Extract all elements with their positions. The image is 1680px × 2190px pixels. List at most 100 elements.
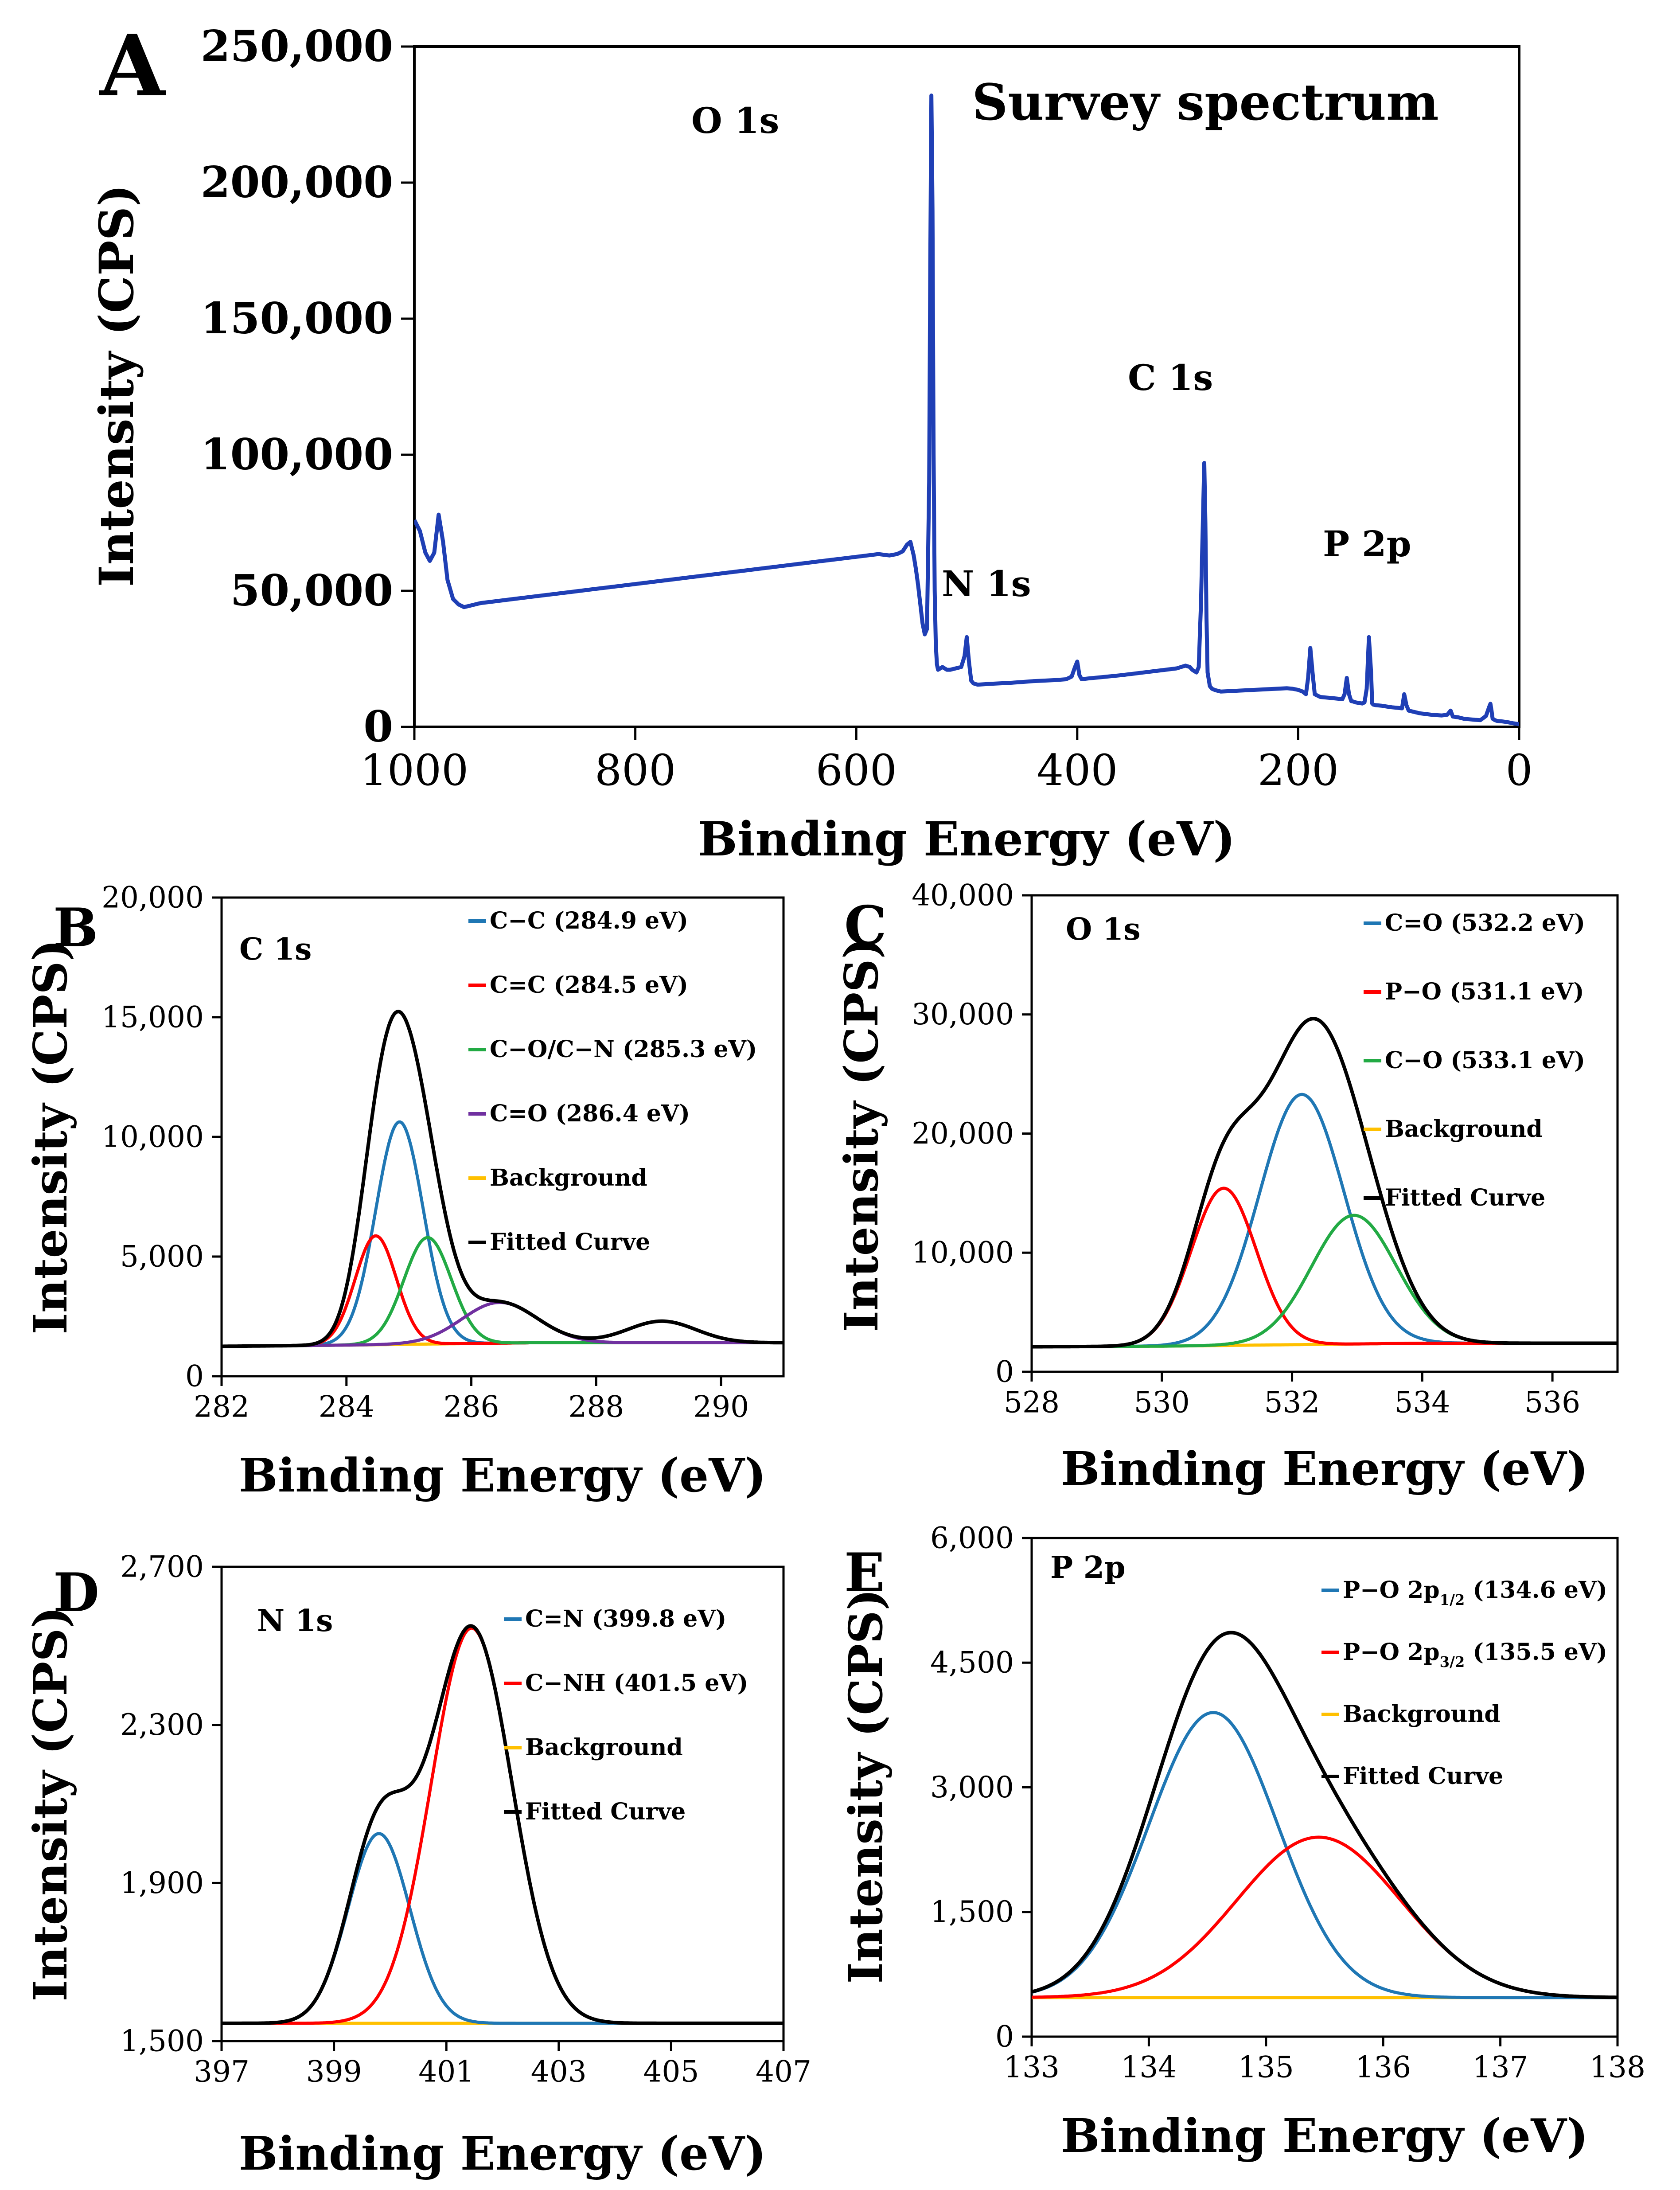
legend-entry: C=O (286.4 eV) xyxy=(490,1100,690,1127)
panel-c: 0 10,000 20,000 30,000 40,000 528 530 532 534 536… xyxy=(834,878,1619,1496)
x-tick-label: 1000 xyxy=(360,746,468,795)
y-tick-label: 1,900 xyxy=(120,1866,204,1900)
y-tick-label: 10,000 xyxy=(101,1120,204,1154)
component-line-3 xyxy=(222,1301,783,1348)
legend-value: (532.2 eV) xyxy=(1450,910,1585,937)
legend-label: C−NH xyxy=(525,1670,606,1697)
panel-a: 0 50,000 100,000 150,000 200,000 250,000 1000 8… xyxy=(89,16,1533,867)
panel-label: C xyxy=(844,894,887,957)
legend-label: Fitted Curve xyxy=(490,1229,650,1256)
legend-entry: C−O/C−N (285.3 eV) xyxy=(490,1036,757,1063)
legend-space xyxy=(1442,910,1450,937)
legend-space xyxy=(547,1100,555,1127)
y-tick-label: 2,300 xyxy=(120,1708,204,1742)
x-tick-label: 282 xyxy=(194,1390,249,1424)
legend-value: (285.3 eV) xyxy=(623,1036,757,1063)
legend-label: P−O xyxy=(1385,978,1442,1005)
plot-area xyxy=(1032,1631,1618,1999)
legend-value: (284.9 eV) xyxy=(554,907,688,934)
legend-entry: Fitted Curve xyxy=(1385,1184,1545,1211)
legend-space xyxy=(1442,1047,1450,1074)
chart-title: O 1s xyxy=(1066,912,1141,947)
legend-value: (399.8 eV) xyxy=(592,1605,727,1632)
legend-label: C−O/C−N xyxy=(490,1036,615,1063)
y-tick-label: 1,500 xyxy=(930,1895,1014,1929)
x-tick-label: 286 xyxy=(444,1390,499,1424)
y-tick-label: 4,500 xyxy=(930,1646,1014,1680)
plot-frame xyxy=(220,1565,785,2042)
y-tick-label: 20,000 xyxy=(101,880,204,914)
y-tick-label: 10,000 xyxy=(912,1236,1014,1270)
component-line-0 xyxy=(222,1832,783,2025)
x-tick-label: 284 xyxy=(319,1390,374,1424)
plot-area xyxy=(222,1010,783,1348)
legend-subscript: 3/2 xyxy=(1440,1654,1465,1671)
panel-label: E xyxy=(844,1542,885,1604)
legend-label: Background xyxy=(1385,1116,1543,1143)
component-line-2 xyxy=(1032,1214,1618,1349)
legend-label: Background xyxy=(1343,1701,1501,1728)
y-tick-label: 20,000 xyxy=(912,1116,1014,1151)
peak-annotation: C 1s xyxy=(1128,357,1213,398)
y-tick-label: 0 xyxy=(185,1359,204,1393)
x-tick-label: 200 xyxy=(1258,746,1339,795)
plot-area xyxy=(1032,1017,1618,1349)
x-tick-label: 403 xyxy=(531,2054,587,2089)
legend-entry: Fitted Curve xyxy=(1343,1763,1503,1790)
panel-b: 0 5,000 10,000 15,000 20,000 282 284 286 288 290 B… xyxy=(23,880,785,1503)
y-tick-label: 200,000 xyxy=(201,157,393,207)
legend-label: C=O xyxy=(1385,910,1442,937)
y-tick-label: 250,000 xyxy=(201,21,393,71)
x-tick-label: 136 xyxy=(1355,2050,1411,2084)
fitted-curve-line xyxy=(222,1624,783,2025)
legend-value: (401.5 eV) xyxy=(614,1670,748,1697)
x-tick-label: 600 xyxy=(816,746,897,795)
x-tick-label: 530 xyxy=(1134,1385,1190,1419)
x-tick-label: 405 xyxy=(643,2054,699,2089)
y-tick-label: 30,000 xyxy=(912,997,1014,1031)
x-tick-label: 399 xyxy=(306,2054,362,2089)
x-tick-label: 532 xyxy=(1264,1385,1320,1419)
legend-label: Fitted Curve xyxy=(525,1798,686,1825)
peak-annotation: P 2p xyxy=(1323,523,1411,565)
y-axis-label: Intensity (CPS) xyxy=(23,939,78,1334)
legend-space xyxy=(1442,978,1450,1005)
legend-label: Fitted Curve xyxy=(1343,1763,1503,1790)
legend-value: (531.1 eV) xyxy=(1450,978,1584,1005)
x-axis-label: Binding Energy (eV) xyxy=(239,1448,766,1503)
panel-label: D xyxy=(53,1561,99,1624)
legend-space xyxy=(584,1605,592,1632)
chart-title: C 1s xyxy=(239,932,312,967)
peak-annotation: N 1s xyxy=(942,563,1031,605)
x-axis-label: Binding Energy (eV) xyxy=(1061,1441,1588,1496)
y-axis-label: Intensity (CPS) xyxy=(838,1589,893,1983)
legend-label: C=O xyxy=(490,1100,547,1127)
survey-spectrum-line xyxy=(414,94,1519,726)
legend-label: Background xyxy=(490,1164,647,1191)
legend-entry: Background xyxy=(490,1164,647,1191)
x-axis-label: Binding Energy (eV) xyxy=(1061,2108,1588,2163)
legend-subscript: 1/2 xyxy=(1440,1592,1465,1608)
panel-label: B xyxy=(53,897,98,959)
legend-value: (286.4 eV) xyxy=(555,1100,690,1127)
y-tick-label: 0 xyxy=(995,1355,1014,1389)
legend-space xyxy=(606,1670,614,1697)
y-axis-label: Intensity (CPS) xyxy=(89,184,144,587)
fitted-curve-line xyxy=(1032,1017,1618,1349)
y-tick-label: 100,000 xyxy=(201,429,393,480)
legend: C−C (284.9 eV) C=C (284.5 eV) C−O/C−N (285… xyxy=(468,907,757,1256)
fitted-curve-line xyxy=(1032,1631,1618,1999)
y-tick-label: 40,000 xyxy=(912,878,1014,912)
y-tick-label: 0 xyxy=(363,702,393,752)
legend-space xyxy=(546,907,554,934)
legend-entry: Background xyxy=(525,1734,683,1761)
legend-entry: C=O (532.2 eV) xyxy=(1385,910,1585,937)
legend-entry: C=N (399.8 eV) xyxy=(525,1605,726,1632)
legend-label: Fitted Curve xyxy=(1385,1184,1545,1211)
legend: P−O 2p1/2 (134.6 eV)P−O 2p3/2 (135.5 eV)… xyxy=(1321,1577,1607,1790)
component-line-0 xyxy=(1032,1711,1618,1999)
legend-space xyxy=(1465,1639,1473,1666)
legend-entry: Background xyxy=(1343,1701,1501,1728)
legend-label: P−O 2p xyxy=(1343,1639,1440,1666)
